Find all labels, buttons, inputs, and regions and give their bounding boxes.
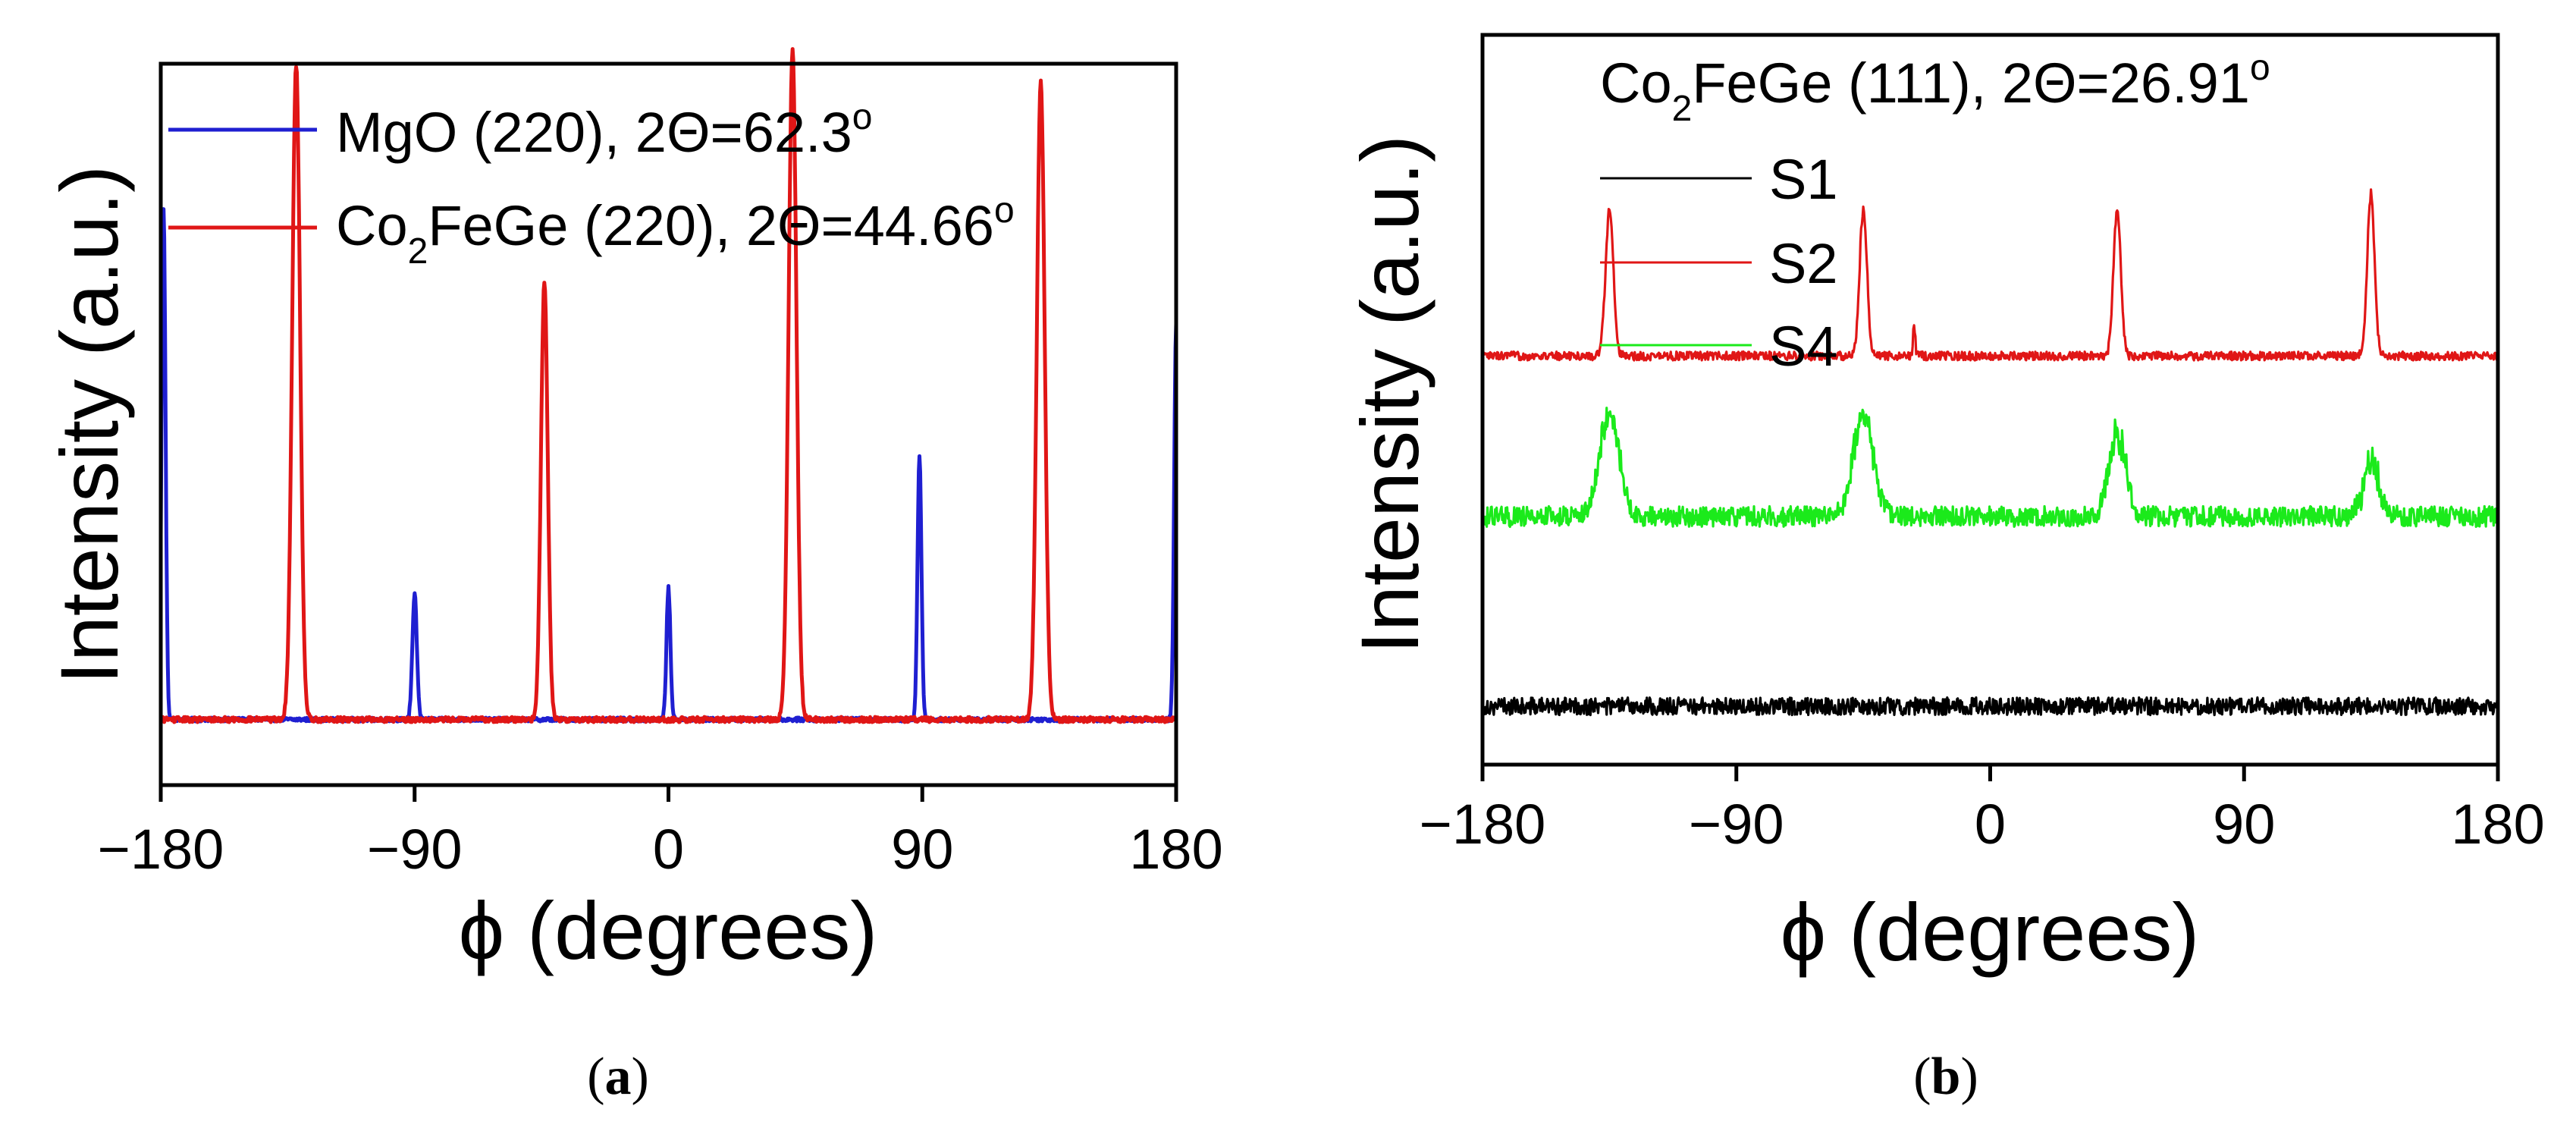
panel-a-x-ticks: −180 −90 0 90 180: [98, 785, 1223, 881]
panel-a-caption: (a): [587, 1048, 649, 1106]
x-tick-label: −180: [98, 818, 224, 881]
panel-b-caption: (b): [1913, 1048, 1978, 1106]
panel-b-caption-letter: b: [1931, 1048, 1961, 1106]
legend-co2fege-sub: 2: [408, 231, 428, 272]
series-line-co2fege: [159, 47, 1178, 724]
legend-label-co2fege: Co2FeGe (220), 2Θ=44.66o: [336, 190, 1015, 272]
panel-b-title-pre: Co: [1600, 52, 1672, 115]
legend-label-s1: S1: [1769, 148, 1838, 211]
legend-co2fege-main: FeGe (220), 2Θ=44.66: [428, 194, 994, 257]
series-line-s2: [1482, 188, 2499, 362]
x-tick-label: −90: [1689, 793, 1784, 856]
legend-label-s4: S4: [1769, 315, 1838, 378]
x-tick-label: −90: [367, 818, 463, 881]
legend-mgo-main: MgO (220), 2Θ=62.3: [336, 101, 852, 164]
x-tick-label: 0: [1975, 793, 2006, 856]
panel-b-title-main: FeGe (111), 2Θ=26.91: [1692, 52, 2250, 115]
series-line-s4: [1481, 407, 2499, 529]
panel-b: −180 −90 0 90 180 Co2FeGe (111), 2Θ=26.91o S…: [1344, 33, 2545, 1106]
panel-a-legend: MgO (220), 2Θ=62.3o Co2FeGe (220), 2Θ=44…: [168, 97, 1015, 272]
panel-b-title-sub: 2: [1672, 89, 1693, 129]
legend-mgo-sup: o: [852, 97, 873, 137]
panel-a-caption-letter: a: [605, 1048, 632, 1106]
x-tick-label: 180: [2451, 793, 2544, 856]
panel-b-x-ticks: −180 −90 0 90 180: [1420, 765, 2545, 856]
x-tick-label: 0: [653, 818, 684, 881]
x-tick-label: 90: [2213, 793, 2275, 856]
panel-b-plot-frame: [1480, 33, 2500, 767]
panel-b-legend: S1 S2 S4: [1600, 148, 1838, 378]
panel-a-series-group: [158, 47, 1178, 724]
panel-a: −180 −90 0 90 180 MgO (220), 2Θ=62.3o Co2FeG…: [43, 47, 1223, 1106]
x-tick-label: −180: [1420, 793, 1546, 856]
legend-label-mgo: MgO (220), 2Θ=62.3o: [336, 97, 872, 164]
panel-b-series-group: [1481, 188, 2499, 717]
panel-a-plot-frame: [158, 61, 1178, 787]
panel-b-y-axis-label: Intensity (a.u.): [1344, 135, 1435, 654]
legend-co2fege-sup: o: [994, 190, 1015, 231]
legend-label-s2: S2: [1769, 232, 1838, 295]
x-tick-label: 180: [1129, 818, 1222, 881]
series-line-mgo: [158, 207, 1178, 724]
panel-b-title-sup: o: [2250, 48, 2270, 88]
panel-a-y-axis-label: Intensity (a.u.): [43, 165, 135, 684]
panel-b-title: Co2FeGe (111), 2Θ=26.91o: [1600, 48, 2270, 129]
x-tick-label: 90: [891, 818, 953, 881]
panel-b-x-axis-label: ϕ (degrees): [1781, 886, 2200, 978]
legend-co2fege-pre: Co: [336, 194, 408, 257]
series-line-s1: [1481, 696, 2499, 717]
panel-a-x-axis-label: ϕ (degrees): [459, 884, 878, 976]
